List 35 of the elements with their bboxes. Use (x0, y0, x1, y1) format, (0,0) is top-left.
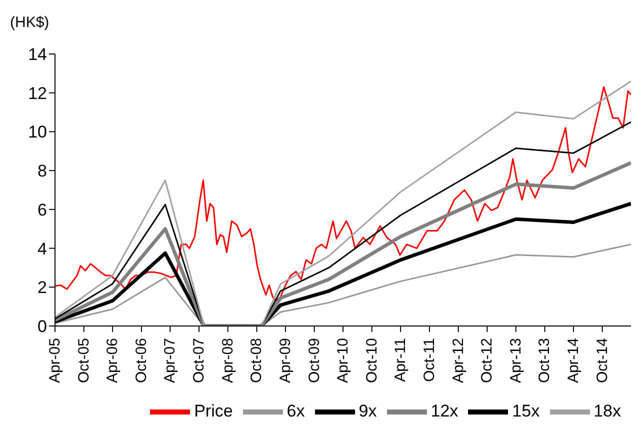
y-tick-label: 12 (28, 84, 47, 103)
y-tick-label: 2 (38, 278, 47, 298)
y-tick-label: 6 (38, 200, 47, 220)
legend-label: Price (194, 401, 233, 420)
x-tick-label: Apr-07 (162, 338, 179, 384)
x-tick-label: Apr-09 (276, 338, 294, 384)
legend-label: 6x (286, 401, 305, 420)
y-tick-label: 14 (28, 45, 47, 64)
x-tick-label: Oct-14 (594, 338, 611, 384)
x-tick-label: Oct-06 (132, 338, 150, 384)
x-tick-label: Apr-13 (507, 338, 524, 384)
y-tick-label: 8 (38, 162, 47, 181)
legend-label: 9x (358, 401, 377, 420)
y-axis-title: (HK$) (10, 14, 50, 31)
x-tick-label: Oct-09 (306, 338, 323, 384)
legend-label: 15x (512, 401, 540, 420)
x-tick-label: Apr-08 (219, 338, 236, 384)
x-tick-label: Oct-11 (420, 338, 438, 382)
x-tick-label: Apr-06 (104, 338, 122, 384)
x-tick-label: Oct-13 (536, 338, 554, 384)
legend-label: 18x (594, 401, 621, 420)
x-tick-label: Apr-10 (334, 338, 352, 384)
x-tick-label: Apr-11 (392, 338, 410, 382)
y-tick-label: 4 (38, 239, 47, 258)
x-tick-label: Apr-14 (564, 338, 582, 384)
legend-label: 12x (430, 401, 458, 420)
y-tick-label: 10 (28, 122, 47, 142)
y-tick-label: 0 (38, 317, 47, 336)
x-tick-label: Oct-05 (75, 338, 92, 384)
x-tick-label: Apr-05 (46, 338, 64, 384)
x-tick-label: Oct-07 (190, 338, 208, 384)
x-tick-label: Oct-10 (363, 338, 380, 384)
x-tick-label: Apr-12 (450, 338, 467, 384)
x-tick-label: Oct-08 (248, 338, 266, 384)
x-tick-label: Oct-12 (478, 338, 496, 384)
